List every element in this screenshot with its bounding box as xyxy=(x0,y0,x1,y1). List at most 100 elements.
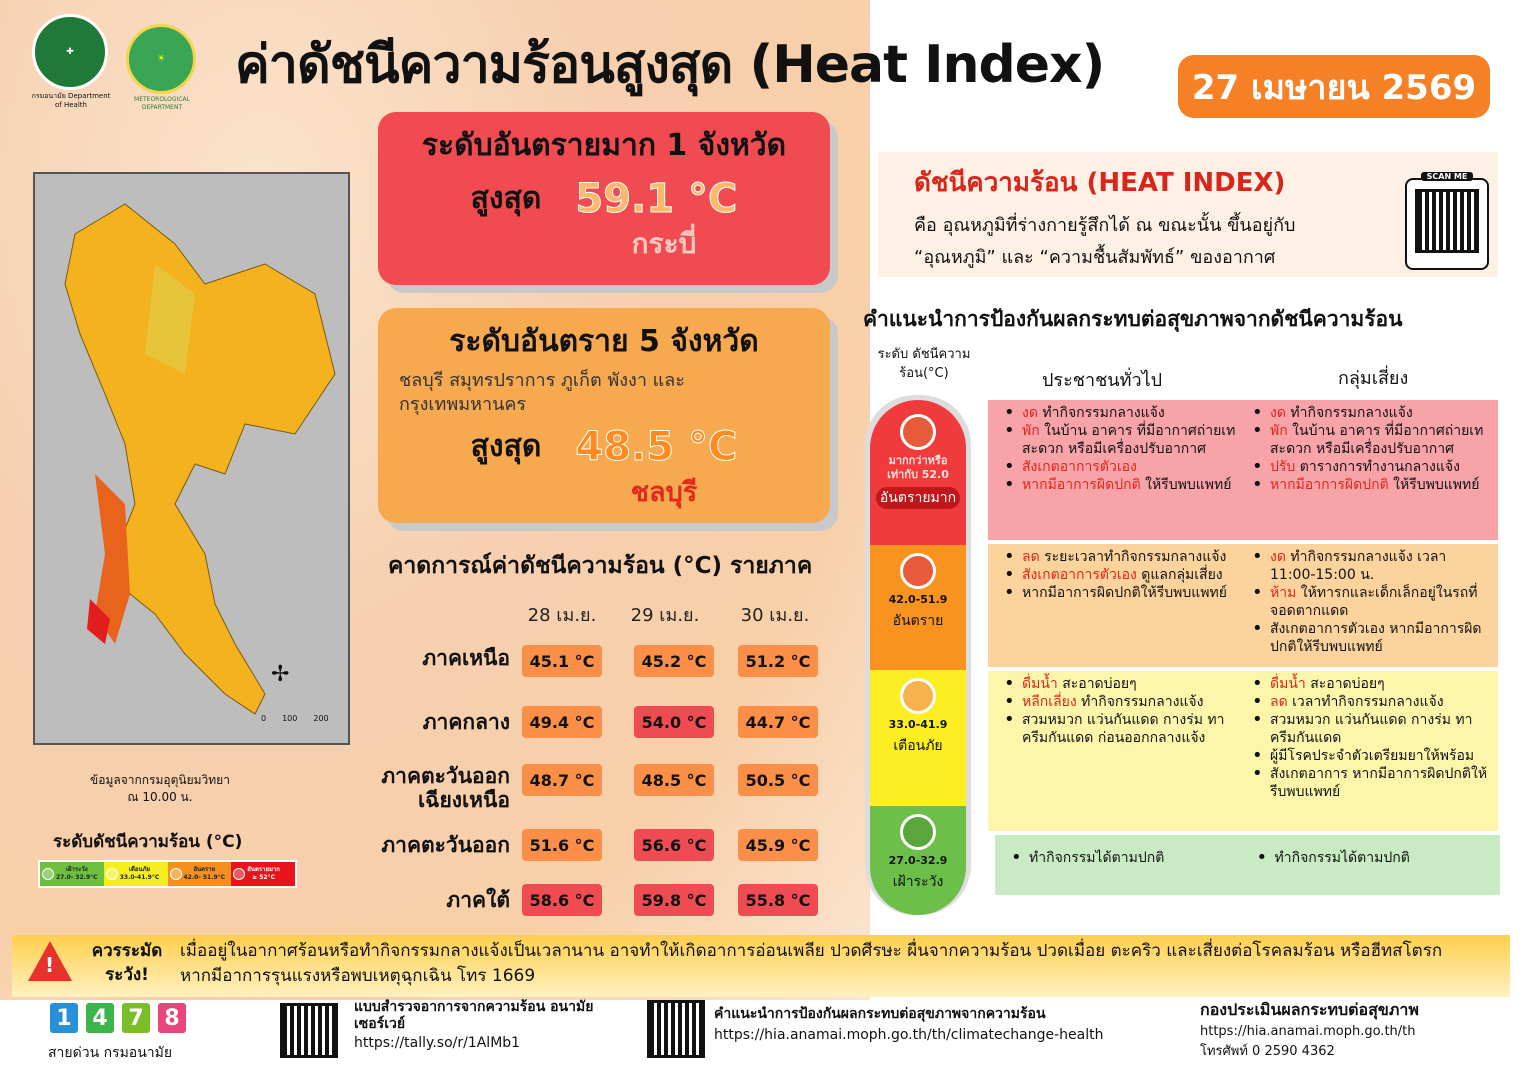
advice-item: หากมีอาการผิดปกติ ให้รีบพบแพทย์ xyxy=(1002,476,1244,494)
hotline-digit: 8 xyxy=(158,1003,186,1033)
hotline-label: สายด่วน กรมอนามัย xyxy=(48,1045,173,1061)
legend-text: เฝ้าระวัง 27.0- 32.9°C xyxy=(56,866,98,882)
advice-item: ดื่มน้ำ สะอาดบ่อยๆ xyxy=(1002,675,1244,693)
advice-highlight: สังเกตอาการตัวเอง xyxy=(1022,567,1137,583)
org-link[interactable]: https://hia.anamai.moph.go.th/th xyxy=(1200,1024,1416,1039)
advice-text: ทำกิจกรรมได้ตามปกติ xyxy=(1029,850,1165,866)
forecast-cell: 54.0 °C xyxy=(634,706,714,738)
map-source: ข้อมูลจากกรมอุตุนิยมวิทยา ณ 10.00 น. xyxy=(60,772,260,806)
department-of-health-logo: ✚ xyxy=(32,14,108,90)
legend-item: อันตรายมาก ≥ 52°C xyxy=(231,862,295,886)
heat-index-legend: เฝ้าระวัง 27.0- 32.9°C เตือนภัย 33.0-41.9°C… xyxy=(38,860,297,888)
advice-list-risk: งด ทำกิจกรรมกลางแจ้ง เวลา 11:00-15:00 น.… xyxy=(1250,548,1498,663)
advice-text: เวลาทำกิจกรรมกลางแจ้ง xyxy=(1287,694,1444,710)
guide-link[interactable]: https://hia.anamai.moph.go.th/th/climate… xyxy=(714,1027,1104,1043)
forecast-cell: 49.4 °C xyxy=(522,706,602,738)
forecast-cell: 45.1 °C xyxy=(522,645,602,677)
danger-card: ระดับอันตราย 5 จังหวัด ชลบุรี สมุทรปรากา… xyxy=(378,308,830,523)
forecast-cell: 51.6 °C xyxy=(522,829,602,861)
guide-qr-icon[interactable] xyxy=(647,1000,705,1058)
advice-text: ดูแลกลุ่มเสี่ยง xyxy=(1136,567,1223,583)
guide-title: คำแนะนำการป้องกันผลกระทบต่อสุขภาพจากความ… xyxy=(714,1006,1046,1022)
advice-row: ดื่มน้ำ สะอาดบ่อยๆหลีกเลี่ยง ทำกิจกรรมกล… xyxy=(988,671,1498,831)
col-risk-header: กลุ่มเสี่ยง xyxy=(1338,368,1409,389)
thermometer-level-2: 33.0-41.9 เตือนภัย xyxy=(870,670,966,806)
advice-text: หากมีอาการผิดปกติให้รีบพบแพทย์ xyxy=(1022,585,1227,601)
qr-code-icon xyxy=(1415,189,1479,253)
advice-highlight: สังเกตอาการตัวเอง xyxy=(1022,459,1137,475)
advice-item: สังเกตอาการตัวเอง xyxy=(1002,458,1244,476)
forecast-title: คาดการณ์ค่าดัชนีความร้อน (°C) รายภาค xyxy=(388,553,813,579)
compass-icon: ✢ xyxy=(271,662,290,687)
info-line-2: “อุณหภูมิ” และ “ความชื้นสัมพัทธ์” ของอาก… xyxy=(914,247,1276,268)
forecast-cell: 48.5 °C xyxy=(634,764,714,796)
advice-highlight: หากมีอาการผิดปกติ xyxy=(1270,477,1389,493)
tmd-logo: ☀ xyxy=(126,24,196,94)
advice-text: ทำกิจกรรมได้ตามปกติ xyxy=(1274,850,1410,866)
advice-item: ทำกิจกรรมได้ตามปกติ xyxy=(1009,849,1249,867)
legend-text: อันตรายมาก ≥ 52°C xyxy=(247,866,280,882)
advice-text: สะอาดบ่อยๆ xyxy=(1305,676,1385,692)
advice-text: สวมหมวก แว่นกันแดด กางร่ม ทาครีมกันแดด xyxy=(1270,712,1473,746)
tmd-logo-text: METEOROLOGICAL DEPARTMENT xyxy=(134,96,190,111)
warning-icon xyxy=(28,941,72,981)
org-phone: โทรศัพท์ 0 2590 4362 xyxy=(1200,1044,1335,1059)
doh-logo-text: กรมอนามัย Department of Health xyxy=(31,92,111,109)
thermometer-level-1: 42.0-51.9 อันตราย xyxy=(870,545,966,670)
advice-list-general: งด ทำกิจกรรมกลางแจ้งพัก ในบ้าน อาคาร ที่… xyxy=(1002,404,1250,536)
advice-item: สังเกตอาการ หากมีอาการผิดปกติให้รีบพบแพท… xyxy=(1250,765,1492,801)
advice-row: ลด ระยะเวลาทำกิจกรรมกลางแจ้งสังเกตอาการต… xyxy=(988,544,1498,667)
forecast-cell: 45.9 °C xyxy=(738,829,818,861)
legend-range: 42.0- 51.9°C xyxy=(183,874,226,881)
hotline-digit: 4 xyxy=(86,1003,114,1033)
advice-item: งด ทำกิจกรรมกลางแจ้ง เวลา 11:00-15:00 น. xyxy=(1250,548,1492,584)
advice-item: สังเกตอาการตัวเอง หากมีอาการผิดปกติให้รี… xyxy=(1250,620,1492,656)
scan-me-qr[interactable]: SCAN ME xyxy=(1405,172,1489,270)
forecast-cell: 45.2 °C xyxy=(634,645,714,677)
forecast-cell: 58.6 °C xyxy=(522,884,602,916)
col-level-header: ระดับ ดัชนีความร้อน(°C) xyxy=(877,347,971,381)
advice-highlight: หลีกเลี่ยง xyxy=(1022,694,1077,710)
advice-highlight: ปรับ xyxy=(1270,459,1296,475)
warning-text-1: เมื่ออยู่ในอากาศร้อนหรือทำกิจกรรมกลางแจ้… xyxy=(180,941,1443,961)
advice-item: พัก ในบ้าน อาคาร ที่มีอากาศถ่ายเทสะดวก ห… xyxy=(1002,422,1244,458)
advice-list-risk: ทำกิจกรรมได้ตามปกติ xyxy=(1255,849,1501,891)
face-icon xyxy=(900,414,936,450)
advice-item: หากมีอาการผิดปกติ ให้รีบพบแพทย์ xyxy=(1250,476,1492,494)
forecast-date-2: 29 เม.ย. xyxy=(630,605,700,626)
scale-100: 100 xyxy=(282,714,298,723)
thailand-map xyxy=(64,203,336,715)
forecast-cell: 51.2 °C xyxy=(738,645,818,677)
danger-value: 48.5 °C xyxy=(575,423,738,470)
legend-label: เตือนภัย xyxy=(128,866,151,873)
hotline-digit: 7 xyxy=(122,1003,150,1033)
survey-qr-icon[interactable] xyxy=(280,1003,338,1058)
extreme-value: 59.1 °C xyxy=(575,175,738,222)
level-range: 27.0-32.9 xyxy=(888,854,948,867)
hotline-digit: 1 xyxy=(50,1003,78,1033)
extreme-province: กระบี่ xyxy=(631,227,697,260)
date-text: 27 เมษายน 2569 xyxy=(1191,67,1477,108)
advice-highlight: งด xyxy=(1270,549,1286,565)
region-label: ภาคตะวันออก เฉียงเหนือ xyxy=(381,764,510,812)
survey-link[interactable]: https://tally.so/r/1AlMb1 xyxy=(354,1035,521,1051)
legend-range: 27.0- 32.9°C xyxy=(56,874,98,881)
advice-row: งด ทำกิจกรรมกลางแจ้งพัก ในบ้าน อาคาร ที่… xyxy=(988,400,1498,540)
heat-index-info: ดัชนีความร้อน (HEAT INDEX) คือ อุณหภูมิท… xyxy=(878,152,1498,277)
level-name: อันตรายมาก xyxy=(875,487,961,509)
forecast-cell: 48.7 °C xyxy=(522,764,602,796)
forecast-date-3: 30 เม.ย. xyxy=(740,605,810,626)
face-icon xyxy=(169,868,182,880)
advice-highlight: ลด xyxy=(1022,549,1040,565)
advice-item: ผู้มีโรคประจำตัวเตรียมยาให้พร้อม xyxy=(1250,747,1492,765)
warning-banner: ! ควรระมัด ระวัง! เมื่ออยู่ในอากาศร้อนหร… xyxy=(12,935,1510,997)
advice-item: สังเกตอาการตัวเอง ดูแลกลุ่มเสี่ยง xyxy=(1002,566,1244,584)
face-icon xyxy=(233,868,246,880)
advice-item: ปรับ ตารางการทำงานกลางแจ้ง xyxy=(1250,458,1492,476)
legend-item: เฝ้าระวัง 27.0- 32.9°C xyxy=(40,862,104,886)
advice-text: ทำกิจกรรมกลางแจ้ง xyxy=(1076,694,1204,710)
legend-label: อันตรายมาก xyxy=(247,866,280,873)
advice-item: หากมีอาการผิดปกติให้รีบพบแพทย์ xyxy=(1002,584,1244,602)
advice-highlight: งด xyxy=(1022,405,1038,421)
